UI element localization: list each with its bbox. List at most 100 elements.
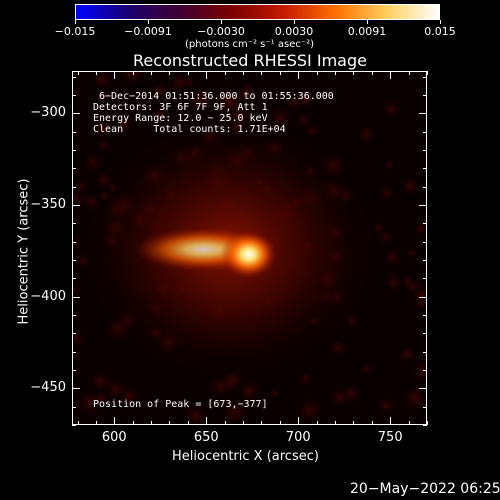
x-tick-top <box>390 71 392 79</box>
image-texture-blob <box>117 383 142 409</box>
colorbar-tick <box>221 20 222 24</box>
image-texture-blob <box>73 283 82 298</box>
colorbar-units: (photons cm⁻² s⁻¹ asec⁻²) <box>185 39 315 50</box>
x-minor-tick <box>390 421 392 425</box>
y-minor-tick <box>72 186 76 188</box>
x-minor-tick <box>77 421 79 425</box>
x-minor-tick-top <box>408 71 410 75</box>
x-tick-label: 700 <box>285 430 311 445</box>
x-minor-tick <box>427 421 428 425</box>
y-minor-tick <box>72 76 76 78</box>
x-minor-tick <box>335 421 337 425</box>
y-minor-tick-right <box>423 94 427 96</box>
image-plot: 6−Dec−2014 01:51:36.000 to 01:55:36.000 … <box>72 71 427 425</box>
y-minor-tick <box>72 425 76 426</box>
x-minor-tick-top <box>353 71 355 75</box>
image-texture-blob <box>383 158 396 172</box>
y-minor-tick <box>72 388 76 390</box>
y-minor-tick-right <box>423 351 427 353</box>
image-texture-blob <box>114 114 134 134</box>
y-axis-label: Heliocentric Y (arcsec) <box>16 178 32 325</box>
y-minor-tick <box>72 149 76 151</box>
x-minor-tick <box>187 421 189 425</box>
x-minor-tick-top <box>427 71 428 75</box>
image-texture-blob <box>382 247 403 269</box>
x-minor-tick <box>224 421 226 425</box>
x-tick-top <box>206 71 208 79</box>
image-texture-blob <box>295 111 312 129</box>
x-minor-tick-top <box>151 71 153 75</box>
image-texture-blob <box>82 151 104 174</box>
x-minor-tick-top <box>279 71 281 75</box>
y-minor-tick-right <box>423 296 427 298</box>
y-minor-tick-right <box>423 333 427 335</box>
y-minor-tick-right <box>423 259 427 261</box>
y-minor-tick <box>72 94 76 96</box>
y-minor-tick <box>72 259 76 261</box>
x-minor-tick <box>371 421 373 425</box>
x-minor-tick-top <box>335 71 337 75</box>
colorbar-tick-label: −0.0030 <box>197 25 245 38</box>
y-tick-label: −450 <box>30 380 66 396</box>
y-minor-tick <box>72 204 76 206</box>
image-texture-blob <box>149 80 169 100</box>
x-minor-tick-top <box>316 71 318 75</box>
y-minor-tick <box>72 333 76 335</box>
x-minor-tick-top <box>261 71 263 75</box>
image-texture-blob <box>220 397 250 424</box>
plot-title: Reconstructed RHESSI Image <box>133 51 367 70</box>
x-minor-tick-top <box>243 71 245 75</box>
x-tick-label: 650 <box>193 430 219 445</box>
image-texture-blob <box>90 72 114 91</box>
colorbar <box>75 4 440 20</box>
x-axis-label: Heliocentric X (arcsec) <box>172 449 319 464</box>
image-texture-blob <box>303 123 320 140</box>
colorbar-tick <box>367 20 368 24</box>
x-minor-tick-top <box>390 71 392 75</box>
image-texture-blob <box>297 369 315 387</box>
y-minor-tick-right <box>423 149 427 151</box>
y-tick-label: −350 <box>30 196 66 212</box>
y-minor-tick-right <box>423 278 427 280</box>
x-minor-tick <box>243 421 245 425</box>
footer-timestamp: 20−May−2022 06:25 <box>350 481 500 497</box>
x-minor-tick <box>206 421 208 425</box>
y-minor-tick-right <box>423 113 427 115</box>
y-minor-tick <box>72 113 76 115</box>
image-texture-blob <box>92 118 114 141</box>
image-texture-blob <box>150 105 169 125</box>
image-texture-blob <box>415 296 426 312</box>
x-minor-tick-top <box>298 71 300 75</box>
image-texture-blob <box>380 98 401 119</box>
x-minor-tick <box>132 421 134 425</box>
info-time-range: 6−Dec−2014 01:51:36.000 to 01:55:36.000 <box>99 91 334 102</box>
image-texture-blob <box>236 378 262 404</box>
image-texture-blob <box>383 273 404 293</box>
image-texture-blob <box>410 357 426 385</box>
x-minor-tick <box>114 421 116 425</box>
image-texture-blob <box>208 375 232 399</box>
x-minor-tick <box>353 421 355 425</box>
x-minor-tick-top <box>95 71 97 75</box>
colorbar-tick-label: −0.0091 <box>124 25 172 38</box>
image-texture-blob <box>405 246 419 260</box>
y-minor-tick <box>72 406 76 408</box>
image-texture-blob <box>328 387 350 408</box>
x-minor-tick-top <box>77 71 79 75</box>
y-tick <box>72 113 80 115</box>
source-peak <box>220 230 277 279</box>
y-minor-tick <box>72 241 76 243</box>
y-minor-tick-right <box>423 186 427 188</box>
x-minor-tick-top <box>206 71 208 75</box>
y-minor-tick-right <box>423 388 427 390</box>
image-texture-blob <box>185 84 215 114</box>
y-minor-tick-right <box>423 406 427 408</box>
image-texture-blob <box>376 229 394 247</box>
y-minor-tick <box>72 131 76 133</box>
x-minor-tick <box>261 421 263 425</box>
colorbar-tick <box>440 20 441 24</box>
image-texture-blob <box>212 82 245 115</box>
rhessi-image <box>73 72 426 424</box>
image-texture-blob <box>96 138 111 154</box>
image-texture-blob <box>268 387 281 400</box>
